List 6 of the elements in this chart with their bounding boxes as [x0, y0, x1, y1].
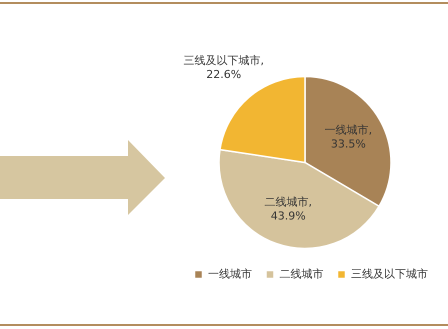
data-label: 一线城市, 33.5%: [324, 124, 372, 151]
legend-label: 二线城市: [280, 267, 324, 280]
data-label: 三线及以下城市, 22.6%: [183, 54, 264, 81]
data-label: 二线城市, 43.9%: [264, 195, 312, 222]
legend-label: 三线及以下城市: [351, 267, 428, 280]
legend-label: 一线城市: [208, 267, 252, 280]
